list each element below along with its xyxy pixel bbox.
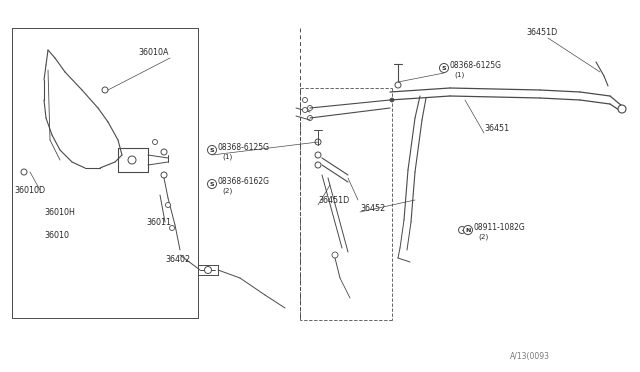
Circle shape	[315, 139, 321, 145]
Circle shape	[463, 225, 472, 234]
Circle shape	[307, 115, 312, 121]
Circle shape	[21, 169, 27, 175]
Text: N: N	[465, 228, 470, 232]
Text: 08368-6125G: 08368-6125G	[450, 61, 502, 70]
Circle shape	[440, 64, 449, 73]
Circle shape	[618, 105, 626, 113]
Text: 36010A: 36010A	[138, 48, 168, 57]
Text: (2): (2)	[478, 234, 488, 240]
Circle shape	[315, 152, 321, 158]
Circle shape	[332, 252, 338, 258]
Text: (2): (2)	[222, 188, 232, 194]
Text: 36451D: 36451D	[526, 28, 557, 36]
Circle shape	[102, 87, 108, 93]
Circle shape	[458, 227, 465, 234]
Circle shape	[315, 162, 321, 168]
Text: 36010: 36010	[44, 231, 69, 240]
Text: 08368-6125G: 08368-6125G	[218, 142, 270, 151]
Circle shape	[161, 172, 167, 178]
Text: 08911-1082G: 08911-1082G	[474, 222, 525, 231]
Text: 36451: 36451	[484, 124, 509, 132]
Circle shape	[170, 225, 175, 231]
Circle shape	[207, 145, 216, 154]
Circle shape	[152, 140, 157, 144]
Text: S: S	[210, 148, 214, 153]
Text: 36010H: 36010H	[44, 208, 75, 217]
Circle shape	[307, 106, 312, 110]
Circle shape	[207, 180, 216, 189]
Text: 36011: 36011	[146, 218, 171, 227]
Text: 36402: 36402	[165, 256, 190, 264]
Circle shape	[303, 97, 307, 103]
Text: A/13(0093: A/13(0093	[510, 352, 550, 360]
Circle shape	[166, 202, 170, 208]
Text: S: S	[210, 182, 214, 186]
Circle shape	[205, 266, 211, 273]
Text: 36452: 36452	[360, 203, 385, 212]
Circle shape	[390, 98, 394, 102]
Text: 36451D: 36451D	[318, 196, 349, 205]
Circle shape	[161, 149, 167, 155]
Circle shape	[395, 82, 401, 88]
Circle shape	[128, 156, 136, 164]
Text: (1): (1)	[454, 72, 464, 78]
Text: (1): (1)	[222, 154, 232, 160]
Text: 08368-6162G: 08368-6162G	[218, 176, 270, 186]
Text: 36010D: 36010D	[14, 186, 45, 195]
Text: S: S	[442, 65, 446, 71]
Circle shape	[303, 108, 307, 112]
